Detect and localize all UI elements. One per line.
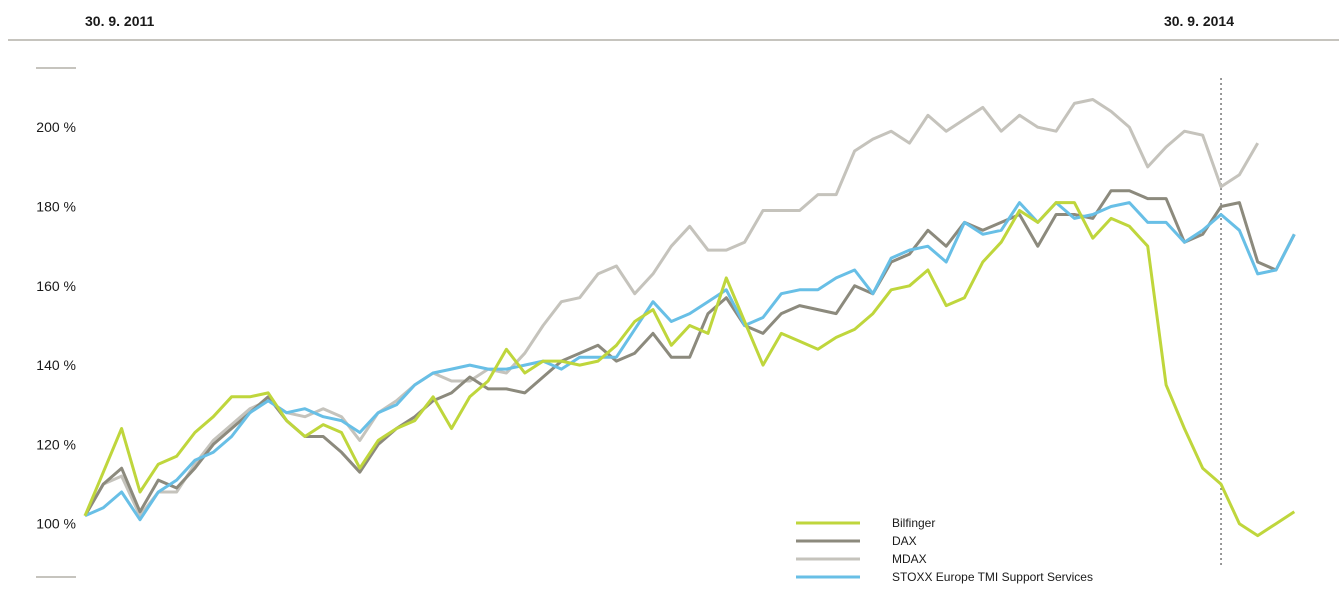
legend-label: Bilfinger <box>892 516 935 530</box>
legend-label: MDAX <box>892 552 927 566</box>
y-tick-label: 160 % <box>36 278 76 294</box>
end-date-label: 30. 9. 2014 <box>1164 13 1234 29</box>
series-line-dax <box>83 189 1296 517</box>
y-tick-label: 200 % <box>36 119 76 135</box>
legend-label: STOXX Europe TMI Support Services <box>892 570 1093 584</box>
y-tick-label: 120 % <box>36 436 76 452</box>
start-date-label: 30. 9. 2011 <box>85 13 155 29</box>
series-line-bilfinger <box>83 201 1296 538</box>
series-line-stoxx-europe-tmi-support-services <box>84 201 1296 522</box>
y-tick-label: 140 % <box>36 357 76 373</box>
series-line-mdax <box>83 98 1259 518</box>
legend: Bilfinger DAX MDAX STOXX Europe TMI Support… <box>796 516 1093 584</box>
legend-label: DAX <box>892 534 917 548</box>
y-tick-label: 100 % <box>36 516 76 532</box>
y-tick-label: 180 % <box>36 199 76 215</box>
